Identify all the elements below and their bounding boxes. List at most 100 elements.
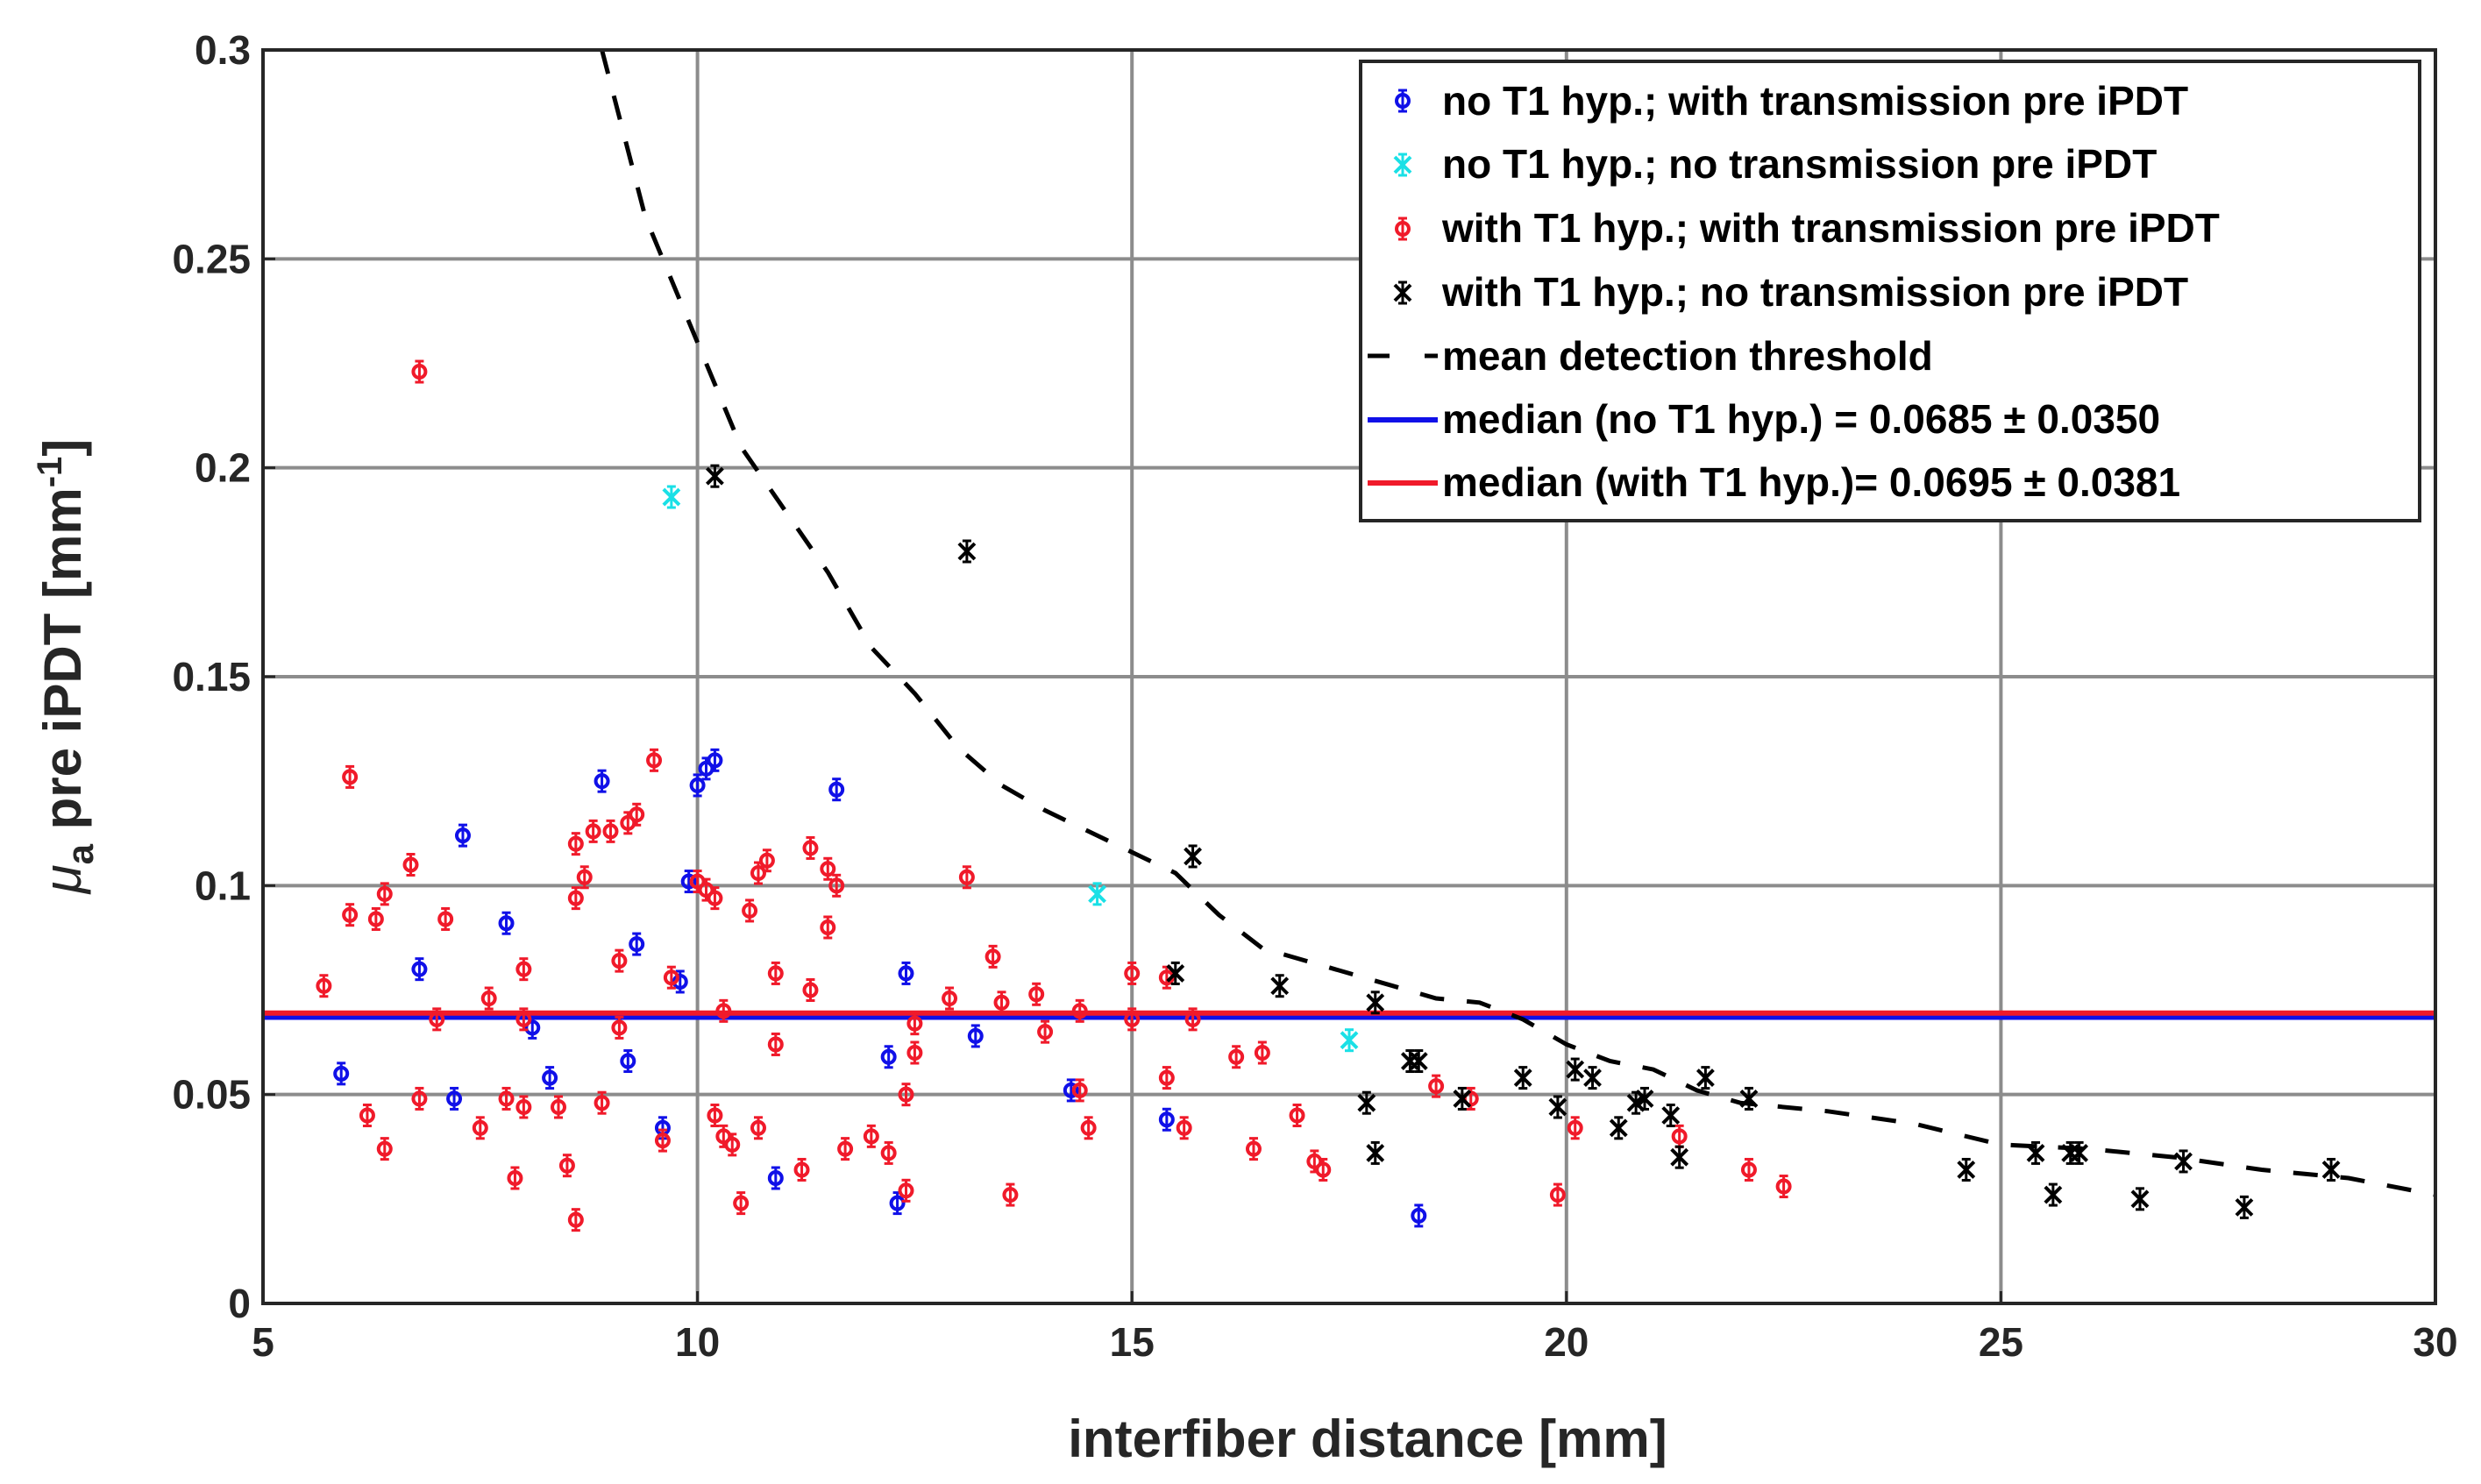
data-point [654, 1128, 671, 1153]
data-point [957, 539, 977, 564]
point-marker [742, 902, 758, 919]
point-marker [654, 1133, 671, 1149]
data-point [567, 1208, 584, 1232]
point-marker [524, 1019, 541, 1036]
point-marker [1088, 884, 1106, 904]
data-point [1158, 1107, 1175, 1132]
point-marker [802, 982, 819, 998]
point-marker [1080, 1119, 1097, 1136]
point-marker [1071, 1003, 1088, 1019]
data-point [576, 865, 593, 890]
point-marker [1184, 1011, 1201, 1027]
point-marker [663, 969, 679, 986]
point-marker [1245, 1140, 1262, 1157]
point-marker [898, 965, 914, 982]
point-marker [706, 466, 724, 486]
data-point [2174, 1149, 2193, 1174]
point-marker [898, 1086, 914, 1103]
point-marker [498, 915, 515, 932]
point-marker [689, 873, 706, 890]
data-point [1357, 1090, 1376, 1115]
point-marker [1176, 1119, 1192, 1136]
data-point [863, 1124, 879, 1148]
data-point [1071, 1078, 1088, 1103]
data-point [828, 778, 845, 802]
y-axis-label-subscript: a [60, 843, 101, 864]
point-marker [2130, 1189, 2150, 1209]
legend-entry-5: mean detection threshold [1442, 333, 1933, 379]
data-point [567, 886, 584, 911]
data-point [880, 1045, 897, 1069]
point-marker [1739, 1090, 1759, 1108]
point-marker [576, 869, 593, 885]
data-point [750, 1116, 766, 1140]
point-marker [828, 781, 845, 798]
data-point [376, 882, 393, 906]
point-marker [1366, 993, 1385, 1012]
data-point [689, 773, 706, 798]
point-marker [1028, 986, 1045, 1003]
data-point [906, 1012, 923, 1036]
point-marker [967, 1027, 984, 1044]
data-point [2070, 1140, 2089, 1165]
data-point [1166, 961, 1185, 985]
point-marker [1340, 1031, 1359, 1050]
data-point [437, 906, 454, 931]
point-marker [316, 977, 332, 994]
data-point [715, 1124, 732, 1148]
data-point [1411, 1204, 1427, 1228]
point-marker [1635, 1090, 1654, 1108]
point-marker [515, 1011, 532, 1027]
data-point [724, 1133, 741, 1157]
point-marker [1513, 1069, 1532, 1088]
point-marker [758, 852, 775, 869]
point-marker [662, 487, 681, 507]
x-tick-label: 5 [252, 1319, 274, 1365]
data-point [820, 915, 836, 940]
legend-entry-1: no T1 hyp.; with transmission pre iPDT [1442, 78, 2188, 124]
point-marker [880, 1048, 897, 1065]
point-marker [342, 769, 359, 785]
data-point [689, 870, 706, 894]
point-marker [2026, 1143, 2045, 1162]
point-marker [472, 1119, 488, 1136]
data-point [1661, 1104, 1681, 1127]
point-marker [429, 1011, 445, 1027]
data-point [985, 944, 1001, 969]
point-marker [1393, 155, 1412, 174]
data-point [515, 1007, 532, 1032]
data-point [1635, 1086, 1654, 1111]
data-point [1037, 1019, 1054, 1044]
legend-entry-6: median (no T1 hyp.) = 0.0685 ± 0.0350 [1442, 396, 2160, 442]
point-marker [898, 1182, 914, 1199]
point-marker [402, 856, 419, 873]
point-marker [698, 882, 714, 898]
y-tick-label: 0.05 [172, 1072, 251, 1118]
data-point [585, 819, 601, 843]
point-marker [1289, 1107, 1305, 1124]
data-point [1270, 974, 1290, 998]
data-point [480, 986, 497, 1011]
series-with-t1-with-transmission [316, 359, 1792, 1232]
point-marker [1366, 1143, 1385, 1162]
data-point [1740, 1157, 1757, 1182]
data-point [802, 978, 819, 1002]
data-point [758, 849, 775, 873]
point-marker [646, 752, 663, 769]
data-point [1513, 1066, 1532, 1090]
data-point [750, 861, 766, 885]
point-marker [1957, 1161, 1976, 1179]
data-point [767, 1032, 784, 1056]
legend-symbol [1393, 153, 1412, 177]
point-marker [507, 1170, 523, 1186]
x-tick-label: 20 [1544, 1319, 1589, 1365]
point-marker [446, 1090, 463, 1107]
data-point [1548, 1095, 1568, 1119]
point-marker [1775, 1178, 1792, 1195]
point-marker [680, 873, 697, 890]
data-point [1088, 882, 1106, 906]
point-marker [985, 948, 1001, 965]
x-tick-label: 25 [1979, 1319, 2023, 1365]
data-point [1315, 1157, 1332, 1182]
point-marker [906, 1015, 923, 1032]
